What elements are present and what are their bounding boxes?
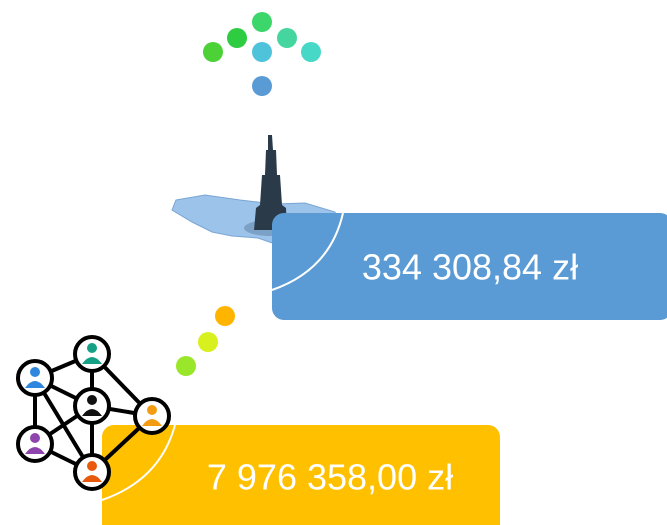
arc [101, 424, 176, 501]
dot [176, 356, 196, 376]
dot [277, 28, 297, 48]
dot [198, 332, 218, 352]
dot [203, 42, 223, 62]
dot-arrow [203, 12, 321, 96]
amount-box [272, 213, 667, 320]
dot [252, 42, 272, 62]
dot [301, 42, 321, 62]
amount: 334 308,84 zł [362, 247, 578, 288]
network-icon [16, 335, 171, 491]
dot [252, 76, 272, 96]
amount: 7 976 358,00 zł [207, 457, 453, 498]
arc [271, 212, 344, 291]
dot [252, 12, 272, 32]
dot [215, 306, 235, 326]
amount-box [102, 425, 500, 525]
dot [227, 28, 247, 48]
dot-trail [176, 306, 235, 376]
